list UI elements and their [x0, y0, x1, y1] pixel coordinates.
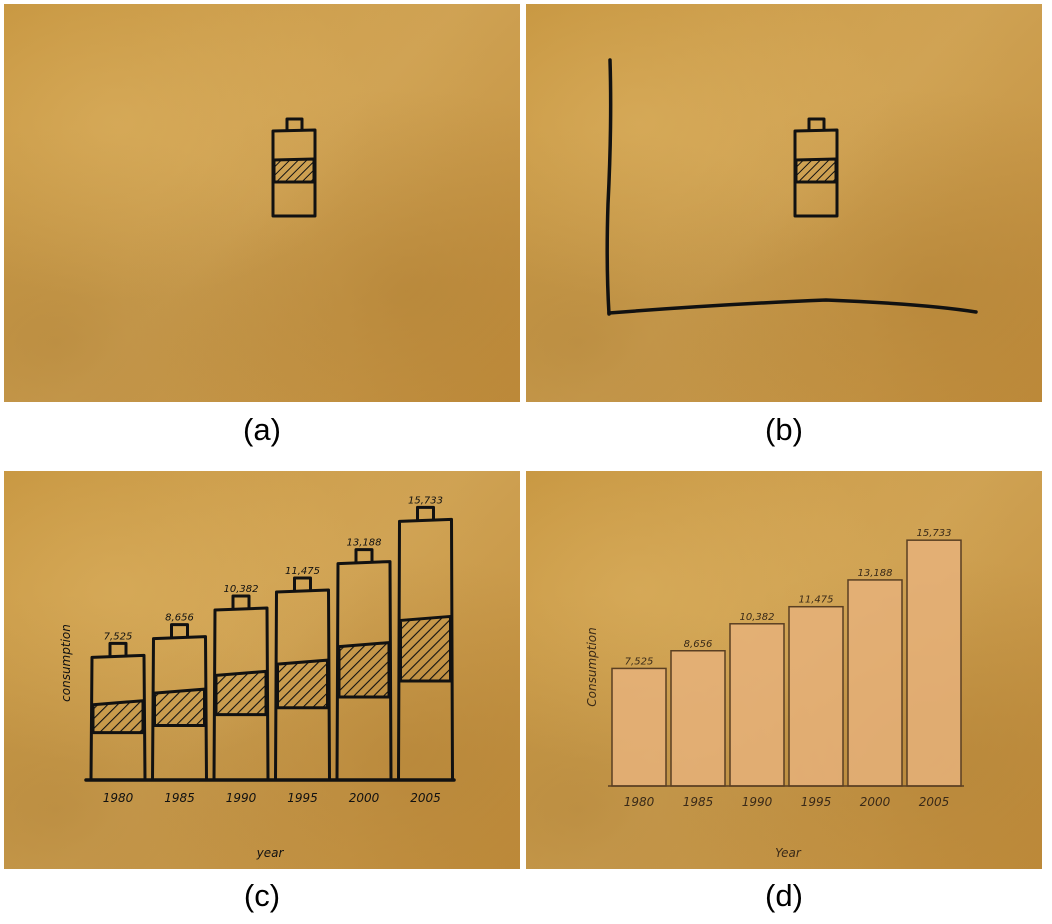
x-tick-label: 1990: [742, 795, 773, 809]
panel-d: 1980 1985 1990 1995 2000 2005 7,525 8,656 10,38…: [526, 471, 1042, 869]
sketched-bar-chart: 1980 1985 1990 1995 2000 2005 7,525 8,656 10,38…: [59, 495, 456, 860]
data-label: 15,733: [408, 495, 443, 506]
x-axis-label: year: [256, 846, 285, 860]
data-label: 13,188: [858, 568, 893, 579]
panel-c: 1980 1985 1990 1995 2000 2005 7,525 8,656 10,38…: [4, 471, 520, 869]
data-label: 15,733: [917, 528, 952, 539]
battery-glyph: [793, 117, 839, 218]
data-label: 13,188: [347, 538, 382, 549]
caption-c: (c): [243, 878, 281, 913]
caption-d: (d): [765, 878, 803, 913]
sketch-bar: [397, 505, 454, 782]
sketch-bar: [89, 641, 147, 782]
sketch-bar: [212, 594, 270, 782]
axis-sketch: [605, 58, 978, 316]
sketch-b: [605, 58, 978, 316]
panel-b: [526, 4, 1042, 402]
data-label: 7,525: [104, 631, 133, 642]
bar: [611, 667, 667, 787]
caption-a: (a): [243, 412, 281, 447]
x-tick-label: 2005: [410, 791, 441, 805]
bar: [788, 605, 844, 787]
data-label: 11,475: [285, 566, 320, 577]
sketch-bar: [151, 623, 208, 782]
x-tick-label: 1980: [103, 791, 134, 805]
sketch-bar: [335, 548, 393, 782]
bar: [670, 650, 726, 787]
data-label: 10,382: [740, 612, 775, 623]
x-tick-label: 2005: [919, 795, 950, 809]
y-axis-label: Consumption: [585, 627, 599, 706]
bar: [729, 623, 785, 787]
bar: [906, 539, 962, 787]
x-tick-label: 1990: [226, 791, 257, 805]
caption-b: (b): [765, 412, 803, 447]
bar-chart: 1980 1985 1990 1995 2000 2005 7,525 8,656 10,38…: [585, 528, 964, 860]
x-tick-label: 1985: [683, 795, 714, 809]
x-tick-label: 1985: [164, 791, 195, 805]
x-tick-label: 1995: [287, 791, 318, 805]
x-tick-label: 2000: [860, 795, 891, 809]
data-label: 10,382: [224, 584, 259, 595]
x-tick-label: 1980: [624, 795, 655, 809]
data-label: 7,525: [625, 656, 654, 667]
sketch-a: [271, 117, 317, 218]
x-tick-label: 2000: [349, 791, 380, 805]
panel-a: [4, 4, 520, 402]
bar: [847, 579, 903, 787]
battery-glyph: [271, 117, 317, 218]
x-axis-label: Year: [775, 846, 802, 860]
y-axis-label: consumption: [59, 624, 73, 702]
x-tick-label: 1995: [801, 795, 832, 809]
data-label: 11,475: [799, 595, 834, 606]
sketch-bar: [274, 576, 331, 782]
data-label: 8,656: [165, 613, 194, 624]
data-label: 8,656: [684, 639, 713, 650]
